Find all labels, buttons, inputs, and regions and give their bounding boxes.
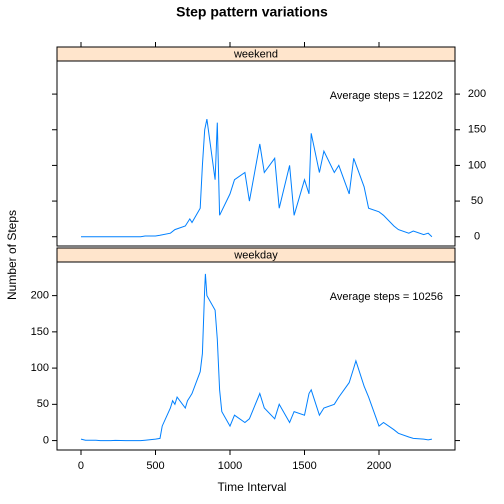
chart-title: Step pattern variations [176,4,328,20]
y-tick-label: 50 [37,398,49,410]
y-tick-label: 0 [43,434,49,446]
x-tick-label: 1500 [292,460,316,472]
y-tick-label: 150 [31,326,49,338]
annotation: Average steps = 10256 [330,291,443,303]
annotation: Average steps = 12202 [330,90,443,102]
y-axis-label: Number of Steps [5,210,19,300]
strip-label: weekend [233,48,278,60]
y-tick-label: 100 [468,159,486,171]
y-tick-label: 100 [31,362,49,374]
y-tick-label: 200 [31,290,49,302]
y-tick-label: 0 [474,231,480,243]
y-tick-label: 200 [468,88,486,100]
panel-frame [56,261,456,451]
x-tick-label: 1000 [218,460,242,472]
panel-frame [56,60,456,247]
y-tick-label: 50 [471,195,483,207]
data-line [81,118,433,238]
x-tick-label: 2000 [367,460,391,472]
strip-label: weekday [233,249,278,261]
x-tick-label: 0 [78,460,84,472]
y-tick-label: 150 [468,124,486,136]
data-line [80,273,433,442]
x-tick-label: 500 [146,460,164,472]
x-axis-label: Time Interval [218,480,287,494]
